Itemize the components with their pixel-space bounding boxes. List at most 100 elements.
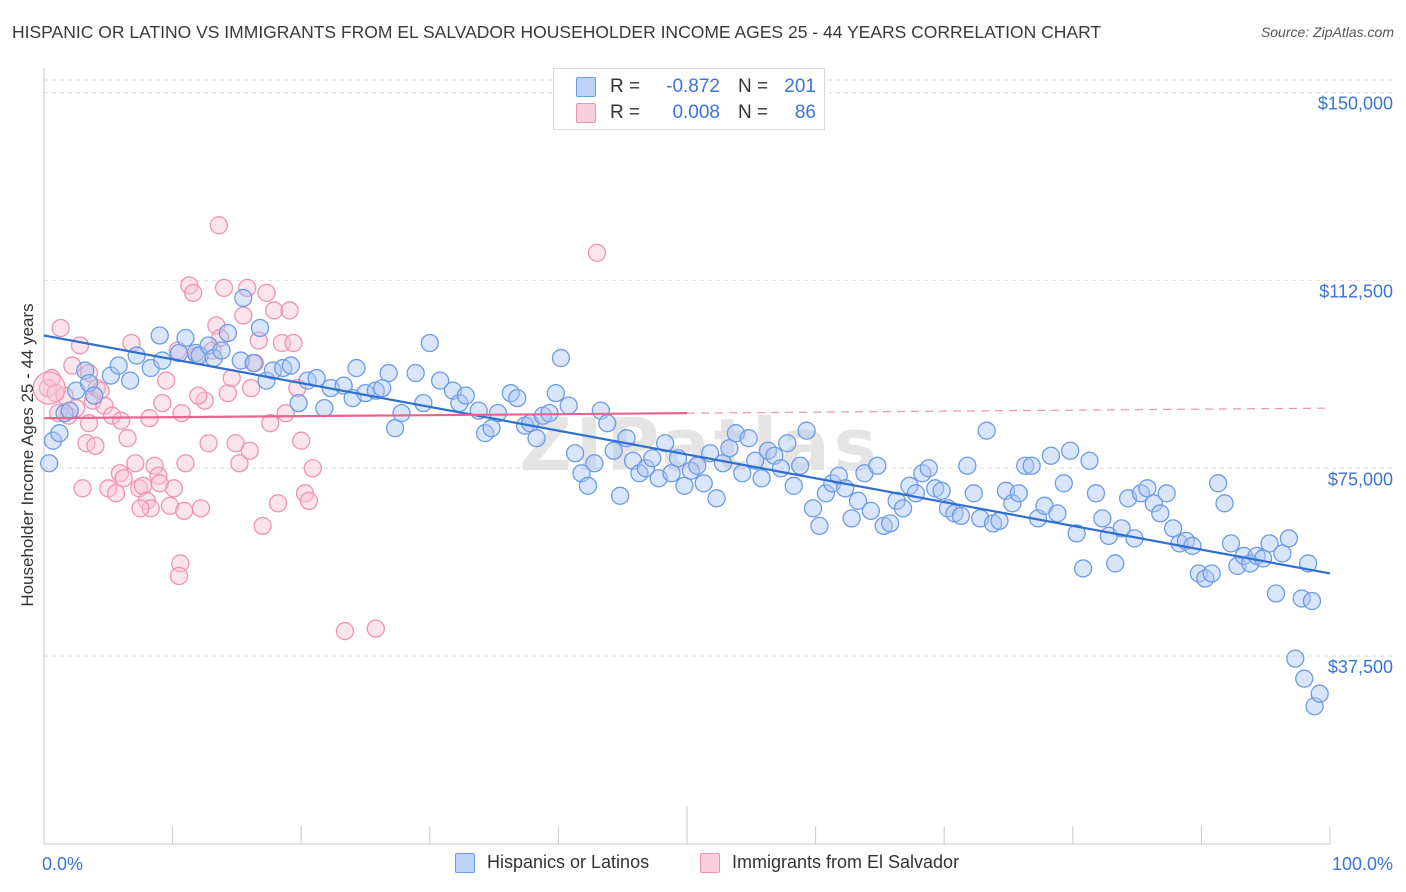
hispanic-point [315,398,334,418]
hispanic-point [109,356,128,375]
source-credit: Source: ZipAtlas.com [1260,24,1394,40]
n-label: N = [738,102,769,123]
hispanic-point [842,509,861,528]
el-salvador-point [126,454,145,473]
hispanic-swatch-icon [576,77,596,97]
hispanic-point [1106,554,1125,573]
hispanic-point [420,333,439,353]
hispanic-point [1279,529,1298,548]
el-salvador-point [133,476,153,495]
hispanic-point [430,371,450,390]
x-tick-labels: 0.0% 100.0% [42,854,1393,874]
el-salvador-point [209,216,229,235]
x-tick-label: 0.0% [42,854,83,874]
hispanic-point [121,371,140,390]
hispanic-point [1266,584,1286,603]
hispanic-point [1067,524,1086,543]
hispanic-point [1163,519,1183,538]
hispanic-point [1295,669,1314,688]
series-legend: Hispanics or Latinos Immigrants from El … [0,852,1406,876]
r-value: -0.872 [666,76,720,97]
chart-title: HISPANIC OR LATINO VS IMMIGRANTS FROM EL… [12,22,1102,42]
hispanic-point [153,351,172,370]
el-salvador-point [184,283,203,303]
hispanic-point [1112,519,1131,538]
hispanic-point [1144,494,1163,513]
hispanic-point [379,363,398,383]
hispanic-point [803,499,823,518]
hispanic-point [1093,509,1112,528]
legend-item-hispanic[interactable]: Hispanics or Latinos [455,852,649,873]
hispanic-point [1086,484,1106,503]
el-salvador-point [73,479,92,498]
hispanic-trend-line [43,334,1331,575]
hispanic-point [1138,479,1157,498]
hispanic-point [578,476,598,495]
y-tick-label: $112,500 [1319,281,1393,301]
legend-item-el-salvador[interactable]: Immigrants from El Salvador [700,852,959,873]
el-salvador-point [241,378,261,398]
el-salvador-point [153,393,172,413]
el-salvador-point [253,516,272,536]
el-salvador-point [160,496,180,515]
hispanic-point [1273,544,1292,563]
el-salvador-point [335,621,355,641]
el-salvador-swatch-icon [700,852,720,873]
hispanic-point [85,386,104,405]
el-salvador-point [106,484,126,503]
hispanic-point [810,516,829,536]
y-tick-label: $37,500 [1328,657,1393,677]
hispanic-point [373,378,392,398]
el-salvador-point [257,283,276,303]
hispanic-point [559,396,578,415]
hispanic-points [39,288,1329,716]
hispanic-point [900,476,919,495]
hispanic-point [848,491,868,510]
hispanic-point [1221,534,1241,553]
hispanic-point [932,481,951,500]
hispanic-point [694,474,713,493]
hispanic-point [906,484,926,503]
hispanic-point [456,386,475,405]
legend-label: Immigrants from El Salvador [732,852,960,872]
el-salvador-point [172,404,191,423]
hispanic-point [816,484,836,503]
hispanic-point [39,454,59,473]
el-salvador-point [230,454,249,473]
el-salvador-point [199,434,218,453]
el-salvador-point [141,499,160,518]
hispanic-point [675,476,694,495]
hispanic-point [771,459,791,478]
hispanic-point [127,346,146,365]
hispanic-point [598,414,617,433]
legend-row-el-salvador: R = 0.008 N = 86 [576,101,816,125]
hispanic-point [43,431,63,450]
hispanic-point [610,486,630,505]
el-salvador-swatch-icon [576,103,596,123]
el-salvador-point [214,278,234,298]
hispanic-point [176,328,195,348]
el-salvador-point [145,456,164,475]
hispanic-point [1054,474,1073,493]
el-salvador-point [103,406,122,425]
hispanic-point [1208,474,1228,493]
y-axis-label: Householder Income Ages 25 - 44 years [18,303,37,606]
hispanic-point [733,464,752,483]
el-salvador-point [32,371,66,405]
x-tick-label: 100.0% [1332,854,1393,874]
hispanic-point [234,288,253,308]
hispanic-point [791,456,810,475]
hispanic-point [406,363,425,383]
hispanic-point [784,476,803,495]
el-salvador-point [70,336,90,355]
hispanic-point [527,429,546,448]
hispanic-point [218,323,238,343]
el-salvador-points [32,216,607,641]
y-tick-label: $75,000 [1328,469,1393,489]
y-tick-labels: $37,500 $75,000 $112,500 $150,000 [1318,94,1393,678]
hispanic-point [60,401,79,420]
hispanic-point [392,404,411,423]
r-label: R = [610,76,641,97]
n-value: 86 [794,102,816,123]
